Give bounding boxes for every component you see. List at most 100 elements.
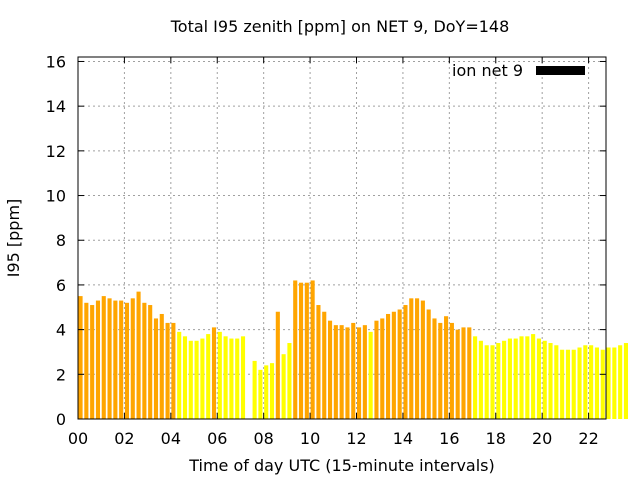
bar: [235, 338, 240, 419]
x-tick-label: 14: [393, 429, 413, 448]
bar: [113, 300, 118, 419]
bar: [107, 298, 112, 419]
bar: [618, 345, 623, 419]
bar: [217, 331, 222, 419]
bar: [211, 327, 217, 419]
bar: [165, 322, 170, 419]
bar: [502, 340, 507, 419]
bar: [153, 318, 159, 419]
ticks: [77, 57, 606, 420]
bar: [415, 298, 420, 419]
y-tick-label: 16: [46, 52, 66, 71]
y-tick-labels: 0 2 4 6 8 10 12 14 16: [46, 52, 66, 429]
bar: [606, 347, 611, 419]
x-tick-label: 10: [300, 429, 320, 448]
x-tick-label: 08: [253, 429, 273, 448]
bar: [264, 365, 269, 419]
bar: [339, 325, 344, 419]
bar: [542, 340, 547, 419]
bar: [600, 349, 605, 419]
bar: [177, 331, 182, 419]
bar: [101, 296, 106, 419]
bar: [194, 340, 199, 419]
bar: [357, 327, 362, 419]
y-tick-label: 8: [56, 231, 66, 250]
bar: [554, 345, 559, 419]
grid: [78, 57, 606, 419]
bar: [345, 327, 350, 419]
bar: [316, 305, 321, 419]
legend: ion net 9: [452, 61, 585, 80]
bars: [78, 280, 629, 419]
y-tick-label: 4: [56, 321, 66, 340]
bar: [432, 318, 437, 419]
bar: [84, 302, 89, 419]
bar: [403, 305, 408, 419]
bar: [206, 334, 211, 419]
bar: [229, 338, 234, 419]
bar: [368, 331, 373, 419]
bar: [455, 329, 460, 419]
bar: [333, 325, 338, 419]
bar: [119, 300, 124, 419]
bar: [258, 369, 263, 419]
x-tick-label: 18: [486, 429, 506, 448]
bar: [507, 338, 512, 419]
bar: [310, 280, 315, 419]
bar: [351, 322, 356, 419]
bar: [380, 318, 385, 419]
x-tick-labels: 00 02 04 06 08 10 12 14 16 18 20 22: [68, 429, 599, 448]
bar: [182, 336, 188, 419]
legend-label: ion net 9: [452, 61, 523, 80]
bar: [565, 349, 570, 419]
bar: [478, 340, 483, 419]
bar: [269, 363, 275, 419]
bar: [200, 338, 205, 419]
bar: [612, 347, 617, 419]
x-tick-label: 22: [578, 429, 598, 448]
bar: [444, 316, 449, 419]
bar: [391, 311, 396, 419]
y-tick-label: 6: [56, 276, 66, 295]
y-tick-label: 14: [46, 97, 66, 116]
y-tick-label: 12: [46, 142, 66, 161]
bar: [426, 309, 431, 419]
chart-title: Total I95 zenith [ppm] on NET 9, DoY=148: [170, 17, 510, 36]
x-tick-label: 16: [439, 429, 459, 448]
y-tick-label: 2: [56, 365, 66, 384]
bar: [467, 327, 472, 419]
bar: [90, 305, 95, 419]
bar: [490, 345, 495, 419]
bar: [159, 313, 164, 419]
x-tick-label: 06: [207, 429, 227, 448]
y-tick-label: 10: [46, 187, 66, 206]
bar: [188, 340, 193, 419]
y-tick-label: 0: [56, 410, 66, 429]
bar: [484, 345, 489, 419]
bar: [142, 302, 147, 419]
bar: [252, 360, 257, 419]
bar: [322, 311, 327, 419]
bar: [327, 320, 333, 419]
bar: [78, 296, 83, 419]
x-tick-label: 02: [114, 429, 134, 448]
bar: [362, 325, 367, 419]
bar: [136, 291, 141, 419]
legend-swatch: [536, 66, 585, 75]
bar: [513, 338, 518, 419]
bar: [548, 343, 553, 419]
bar: [571, 349, 576, 419]
bar: [223, 336, 228, 419]
bar: [287, 343, 292, 419]
x-tick-label: 12: [346, 429, 366, 448]
x-tick-label: 20: [532, 429, 552, 448]
bar: [124, 302, 130, 419]
bar: [420, 300, 425, 419]
bar: [374, 320, 379, 419]
x-axis-label: Time of day UTC (15-minute intervals): [188, 456, 495, 475]
bar: [275, 311, 280, 419]
bar: [95, 300, 101, 419]
bar: [594, 347, 599, 419]
bar: [583, 345, 588, 419]
bar: [397, 309, 402, 419]
